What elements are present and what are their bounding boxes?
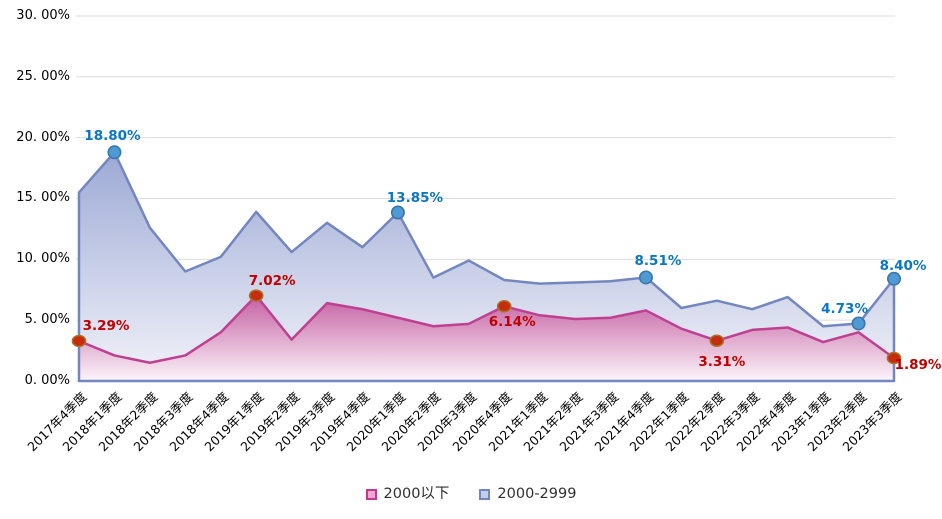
data-point-marker	[886, 351, 902, 365]
data-point-marker	[709, 334, 725, 347]
y-tick-label: 25. 00%	[16, 68, 70, 84]
data-point-marker	[248, 289, 264, 302]
data-point-label: 13.85%	[386, 190, 444, 207]
series-area-2000-2999	[79, 152, 894, 381]
data-point-label: 18.80%	[84, 128, 141, 145]
y-tick-label: 10. 00%	[16, 251, 70, 267]
data-point-marker	[71, 334, 87, 348]
legend-item-2000-below: 2000以下	[365, 484, 450, 504]
data-point-label: 4.73%	[821, 301, 868, 318]
legend-swatch	[365, 488, 377, 500]
data-point-label: 1.89%	[894, 357, 942, 373]
series-area-2000-below	[79, 295, 894, 381]
y-tick-label: 30. 00%	[16, 7, 70, 23]
y-tick-label: 20. 00%	[16, 129, 70, 145]
legend-label: 2000-2999	[497, 486, 577, 502]
data-point-label: 3.31%	[698, 353, 746, 370]
data-point-label: 7.02%	[248, 272, 296, 289]
y-tick-label: 15. 00%	[16, 190, 70, 206]
data-point-marker	[107, 145, 122, 160]
legend-label: 2000以下	[383, 486, 450, 502]
y-tick-label: 5. 00%	[24, 312, 70, 328]
data-point-marker	[638, 270, 653, 285]
data-point-label: 6.14%	[488, 314, 536, 331]
y-tick-label: 0. 00%	[24, 373, 70, 388]
data-point-marker	[390, 205, 405, 220]
legend-swatch	[479, 488, 491, 500]
data-point-marker	[886, 271, 901, 286]
series-line-2000-2999	[77, 151, 896, 383]
legend: 2000以下 2000-2999	[0, 484, 942, 504]
data-point-marker	[496, 300, 512, 313]
series-line-2000-below	[78, 294, 895, 364]
data-point-label: 8.40%	[879, 257, 927, 274]
data-point-label: 3.29%	[82, 317, 130, 334]
data-point-label: 8.51%	[634, 253, 682, 270]
data-point-marker	[851, 316, 866, 331]
legend-item-2000-2999: 2000-2999	[479, 484, 576, 504]
